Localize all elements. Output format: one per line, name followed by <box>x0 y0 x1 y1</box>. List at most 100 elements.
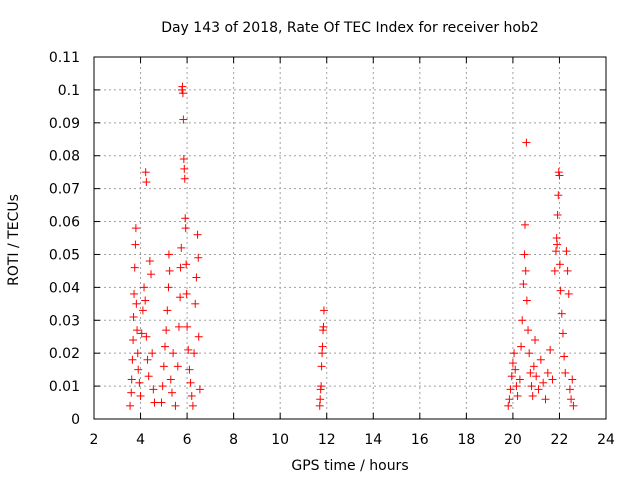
data-point <box>171 401 180 410</box>
data-point <box>191 299 200 308</box>
data-point <box>510 349 519 358</box>
data-point <box>528 391 537 400</box>
data-point <box>127 388 136 397</box>
data-point <box>169 349 178 358</box>
data-point <box>531 336 540 345</box>
data-point <box>551 247 560 256</box>
data-point <box>511 365 520 374</box>
y-tick-label: 0.01 <box>49 379 80 395</box>
data-point <box>187 391 196 400</box>
data-point <box>193 230 202 239</box>
data-point <box>130 263 139 272</box>
data-point <box>180 164 189 173</box>
data-point <box>163 306 172 315</box>
data-point <box>555 260 564 269</box>
x-tick-label: 16 <box>411 432 429 448</box>
y-tick-label: 0.02 <box>49 346 80 362</box>
data-point <box>553 210 562 219</box>
data-point <box>522 296 531 305</box>
chart-title: Day 143 of 2018, Rate Of TEC Index for r… <box>161 20 539 36</box>
data-point <box>185 365 194 374</box>
data-point <box>546 345 555 354</box>
data-point <box>177 243 186 252</box>
data-point <box>137 329 146 338</box>
data-point <box>144 372 153 381</box>
x-tick-label: 4 <box>136 432 145 448</box>
x-tick-label: 20 <box>504 432 522 448</box>
data-point <box>145 257 154 266</box>
points-layer <box>126 82 578 410</box>
y-axis-label: ROTI / TECUs <box>6 194 22 286</box>
data-point <box>143 355 152 364</box>
y-tick-label: 0 <box>71 412 80 428</box>
data-point <box>194 332 203 341</box>
data-point <box>519 280 528 289</box>
data-point <box>157 398 166 407</box>
data-point <box>524 326 533 335</box>
data-point <box>188 401 197 410</box>
data-point <box>128 355 137 364</box>
data-point <box>129 312 138 321</box>
data-point <box>319 322 328 331</box>
y-tick-label: 0.06 <box>49 215 80 231</box>
data-point <box>505 395 514 404</box>
x-tick-label: 18 <box>457 432 475 448</box>
data-point <box>568 375 577 384</box>
data-point <box>165 266 174 275</box>
data-point <box>565 385 574 394</box>
data-point <box>150 398 159 407</box>
x-tick-label: 22 <box>551 432 569 448</box>
data-point <box>135 378 144 387</box>
data-point <box>164 283 173 292</box>
data-point <box>181 214 190 223</box>
data-point <box>504 401 513 410</box>
data-point <box>149 385 158 394</box>
data-point <box>529 362 538 371</box>
data-point <box>556 286 565 295</box>
data-point <box>555 171 564 180</box>
data-point <box>520 250 529 259</box>
data-point <box>534 385 543 394</box>
data-point <box>184 345 193 354</box>
x-axis-label: GPS time / hours <box>291 458 408 474</box>
data-point <box>521 220 530 229</box>
data-point <box>557 309 566 318</box>
data-point <box>561 368 570 377</box>
x-tick-label: 24 <box>597 432 615 448</box>
data-point <box>560 352 569 361</box>
data-point <box>164 250 173 259</box>
data-point <box>131 240 140 249</box>
data-point <box>136 391 145 400</box>
x-tick-label: 2 <box>90 432 99 448</box>
data-point <box>567 395 576 404</box>
data-point <box>162 326 171 335</box>
data-point <box>564 289 573 298</box>
data-point <box>506 385 515 394</box>
data-point <box>192 273 201 282</box>
data-point <box>569 401 578 410</box>
plot-frame <box>93 56 607 420</box>
data-point <box>512 382 521 391</box>
data-point <box>166 375 175 384</box>
y-tick-label: 0.11 <box>49 50 80 66</box>
data-point <box>183 322 192 331</box>
data-point <box>174 322 183 331</box>
data-point <box>515 375 524 384</box>
data-point <box>563 266 572 275</box>
data-point <box>133 349 142 358</box>
data-point <box>126 401 135 410</box>
data-point <box>532 372 541 381</box>
data-point <box>141 296 150 305</box>
y-tick-label: 0.08 <box>49 149 80 165</box>
y-tick-label: 0.05 <box>49 247 80 263</box>
data-point <box>179 155 188 164</box>
ticks-layer: 2 4 6 8 10 12 14 16 18 20 22 2400.010.020.030.040.0… <box>49 50 615 448</box>
data-point <box>525 349 534 358</box>
data-point <box>539 378 548 387</box>
data-point <box>176 293 185 302</box>
data-point <box>147 270 156 279</box>
data-point <box>127 375 136 384</box>
data-point <box>522 138 531 147</box>
